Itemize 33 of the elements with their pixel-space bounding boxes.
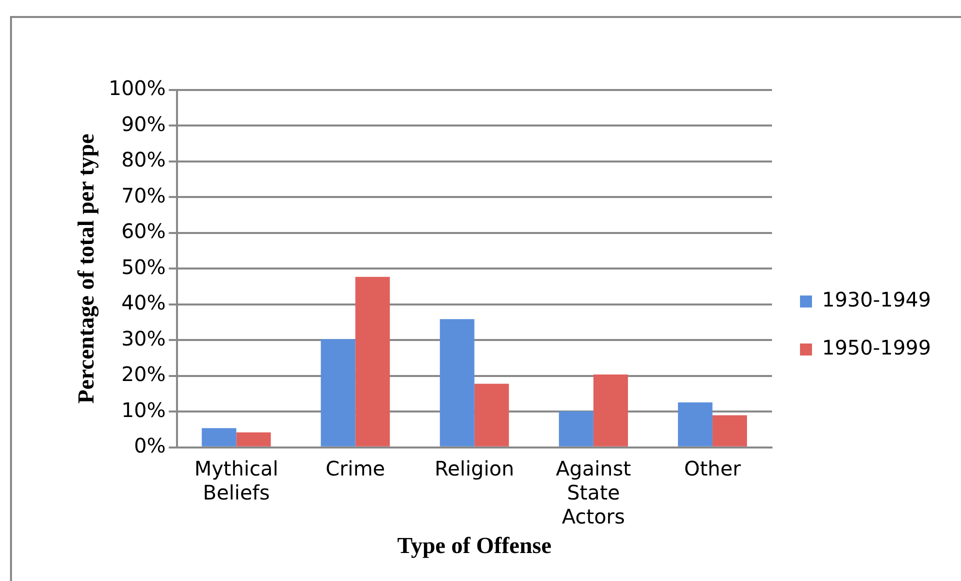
- bar: [474, 384, 509, 446]
- category-label: Beliefs: [202, 480, 270, 505]
- y-tick-label: 70%: [121, 183, 166, 208]
- y-tick-label: 50%: [121, 254, 166, 279]
- legend-label: 1950-1999: [822, 336, 931, 360]
- bar: [320, 339, 356, 446]
- y-tick-label: 40%: [121, 290, 166, 315]
- y-tick-label: 90%: [121, 112, 166, 136]
- y-tick-label: 80%: [121, 148, 166, 172]
- bar: [440, 319, 474, 446]
- category-label: Mythical: [194, 456, 278, 481]
- x-axis-title: Type of Offense: [397, 533, 552, 558]
- y-tick-label: 0%: [134, 434, 166, 458]
- category-label: State: [566, 480, 620, 505]
- category-label: Against: [556, 456, 631, 481]
- x-tick-label: Other: [684, 456, 742, 481]
- y-tick-label: 60%: [121, 219, 166, 244]
- y-tick-label: 30%: [121, 326, 166, 350]
- bar: [202, 428, 236, 446]
- bar: [712, 415, 747, 446]
- y-tick-label: 20%: [121, 362, 166, 386]
- y-axis-title: Percentage of total per type: [74, 134, 100, 404]
- y-tick-label: 100%: [108, 76, 166, 100]
- bar: [236, 432, 271, 446]
- x-tick-label: Crime: [326, 456, 386, 481]
- bar: [593, 374, 628, 446]
- y-tick-label: 10%: [121, 398, 166, 422]
- x-tick-label: Religion: [434, 456, 514, 481]
- bar: [558, 411, 594, 446]
- bar: [355, 276, 390, 446]
- bar: [678, 402, 712, 446]
- category-label: Actors: [562, 504, 625, 529]
- legend-label: 1930-1949: [822, 288, 931, 312]
